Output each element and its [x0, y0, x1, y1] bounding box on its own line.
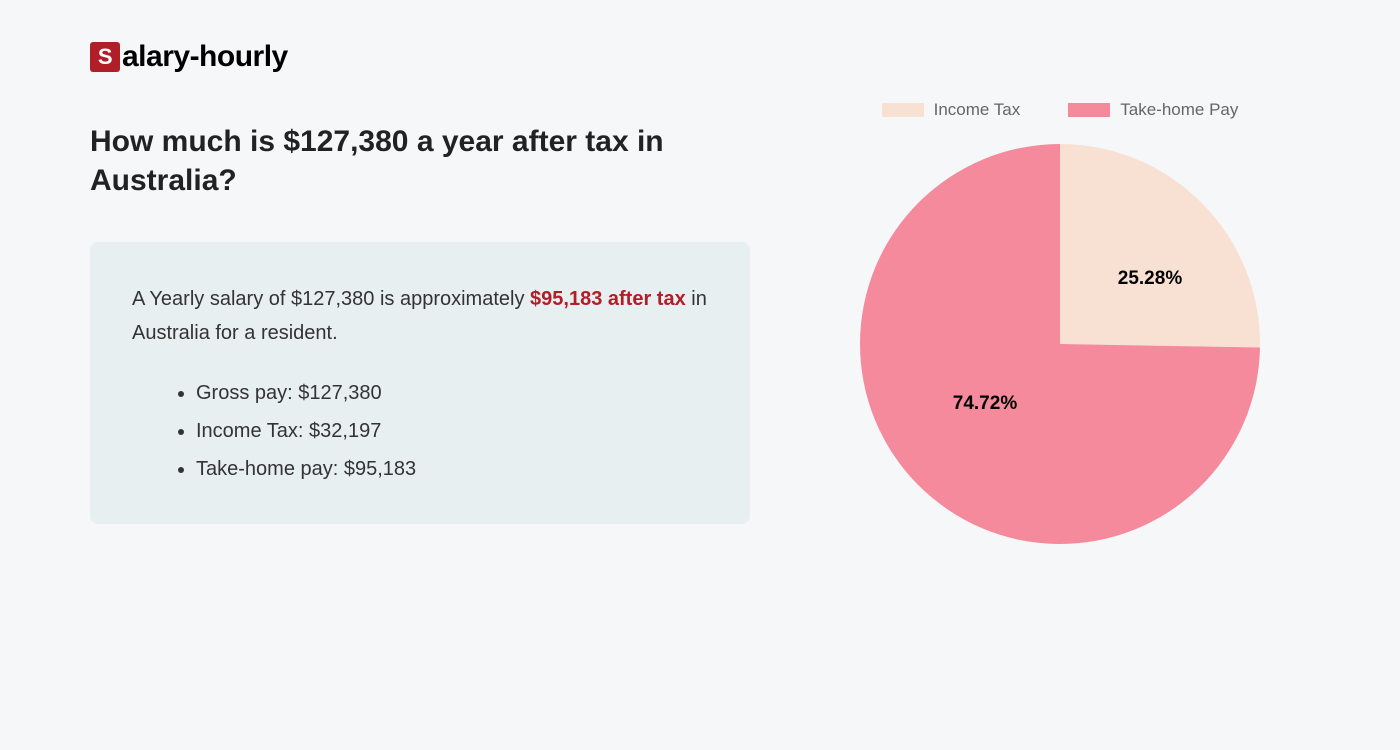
slice-label-take-home: 74.72%: [953, 393, 1017, 415]
legend-label: Income Tax: [934, 100, 1021, 120]
logo-text: alary-hourly: [122, 40, 288, 74]
right-column: Income Tax Take-home Pay 25.28% 74.72%: [810, 40, 1310, 544]
site-logo: Salary-hourly: [90, 40, 750, 74]
list-item: Take-home pay: $95,183: [196, 450, 708, 488]
summary-highlight: $95,183 after tax: [530, 288, 686, 310]
chart-legend: Income Tax Take-home Pay: [882, 100, 1239, 120]
legend-item-income-tax: Income Tax: [882, 100, 1021, 120]
legend-swatch: [1068, 103, 1110, 117]
left-column: Salary-hourly How much is $127,380 a yea…: [90, 40, 750, 544]
pie-chart: 25.28% 74.72%: [860, 144, 1260, 544]
legend-swatch: [882, 103, 924, 117]
slice-label-income-tax: 25.28%: [1118, 268, 1182, 290]
page-title: How much is $127,380 a year after tax in…: [90, 122, 710, 200]
pie-svg: [860, 144, 1260, 544]
page-root: Salary-hourly How much is $127,380 a yea…: [0, 0, 1400, 584]
summary-sentence: A Yearly salary of $127,380 is approxima…: [132, 282, 708, 350]
summary-prefix: A Yearly salary of $127,380 is approxima…: [132, 288, 530, 310]
legend-item-take-home: Take-home Pay: [1068, 100, 1238, 120]
logo-badge: S: [90, 42, 120, 72]
legend-label: Take-home Pay: [1120, 100, 1238, 120]
list-item: Income Tax: $32,197: [196, 412, 708, 450]
summary-list: Gross pay: $127,380 Income Tax: $32,197 …: [132, 374, 708, 488]
summary-box: A Yearly salary of $127,380 is approxima…: [90, 242, 750, 524]
list-item: Gross pay: $127,380: [196, 374, 708, 412]
